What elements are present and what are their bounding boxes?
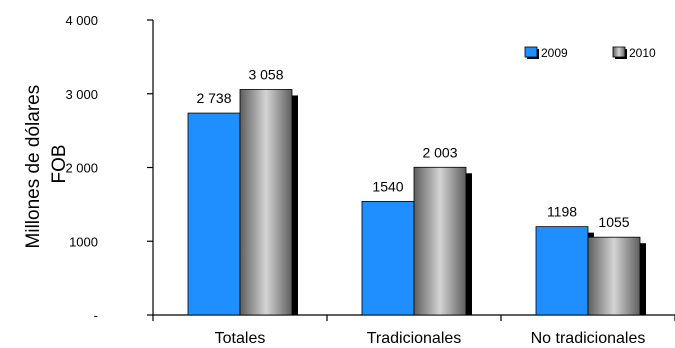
bars: 2 738 3 058 1540 2 003 1198 1055 xyxy=(187,66,646,316)
legend-label-2010: 2010 xyxy=(629,46,656,60)
x-category-label: Tradicionales xyxy=(367,330,462,347)
data-label: 2 003 xyxy=(422,144,457,160)
y-tick-label: 3 000 xyxy=(65,87,98,102)
y-tick-label: 2 000 xyxy=(65,161,98,176)
legend-label-2009: 2009 xyxy=(541,46,568,60)
x-category-label: Totales xyxy=(215,330,266,347)
legend: 2009 2010 xyxy=(524,46,656,60)
bar-2010 xyxy=(413,166,467,316)
y-tick-label: - xyxy=(94,308,98,323)
legend-swatch-2009 xyxy=(524,46,538,58)
x-category-label: No tradicionales xyxy=(531,330,646,347)
y-ticks: - 1000 2 000 3 000 4 000 xyxy=(65,13,153,323)
bar-2009 xyxy=(361,201,415,316)
data-label: 1055 xyxy=(598,214,629,230)
data-label: 1198 xyxy=(547,204,577,220)
y-axis-title: Millones de dólares FOB xyxy=(23,80,70,249)
y-tick-label: 4 000 xyxy=(65,13,98,28)
y-tick-label: 1000 xyxy=(69,234,98,249)
bar-2009 xyxy=(187,112,241,316)
data-label: 1540 xyxy=(372,178,403,194)
bar-2010 xyxy=(587,236,641,316)
bar-2009 xyxy=(535,226,589,316)
bar-2010 xyxy=(239,89,293,316)
data-label: 3 058 xyxy=(248,66,283,82)
x-ticks: Totales Tradicionales No tradicionales xyxy=(152,315,675,347)
y-axis-title-line-1: Millones de dólares xyxy=(23,85,44,249)
data-label: 2 738 xyxy=(196,90,231,106)
y-axis-title-line-2: FOB xyxy=(49,144,70,183)
legend-swatch-2010 xyxy=(612,46,626,58)
